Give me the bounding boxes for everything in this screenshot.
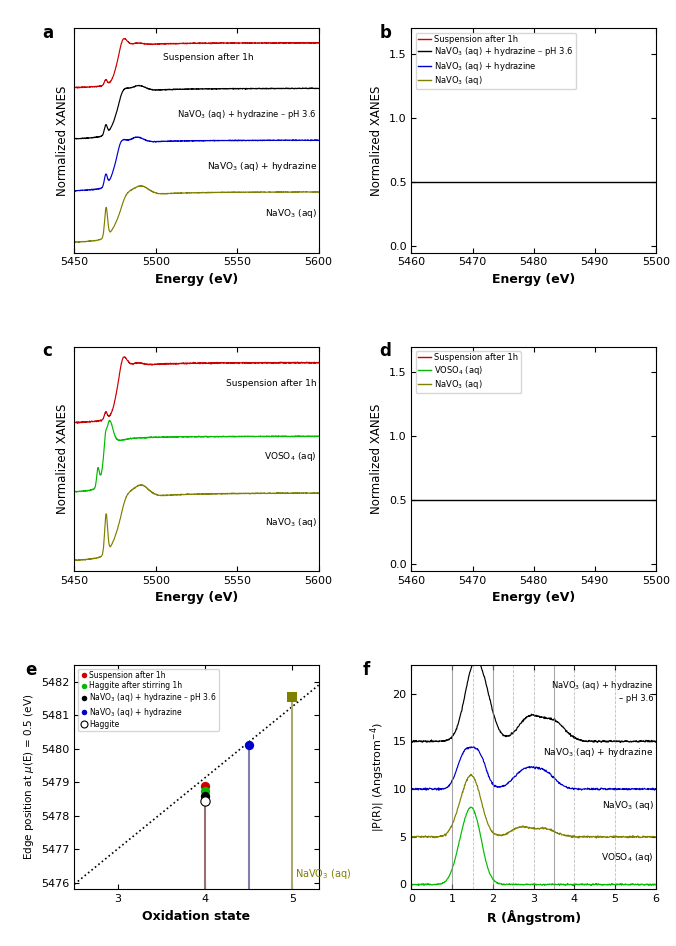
Point bbox=[200, 793, 211, 808]
Text: VOSO$_4$ (aq): VOSO$_4$ (aq) bbox=[601, 851, 654, 864]
Text: NaVO$_3$ (aq): NaVO$_3$ (aq) bbox=[602, 798, 654, 812]
Legend: Suspension after 1h, NaVO$_3$ (aq) + hydrazine – pH 3.6, NaVO$_3$ (aq) + hydrazi: Suspension after 1h, NaVO$_3$ (aq) + hyd… bbox=[416, 32, 576, 89]
Point bbox=[287, 690, 298, 705]
Text: f: f bbox=[362, 660, 370, 678]
Text: NaVO$_3$ (aq): NaVO$_3$ (aq) bbox=[265, 516, 317, 529]
Text: NaVO$_3$ (aq) + hydrazine: NaVO$_3$ (aq) + hydrazine bbox=[544, 746, 654, 759]
Text: Suspension after 1h: Suspension after 1h bbox=[163, 53, 254, 62]
Text: NaVO$_3$ (aq) + hydrazine: NaVO$_3$ (aq) + hydrazine bbox=[207, 160, 317, 173]
Text: d: d bbox=[380, 342, 391, 360]
X-axis label: Energy (eV): Energy (eV) bbox=[492, 591, 575, 604]
Text: NaVO$_3$ (aq) + hydrazine – pH 3.6: NaVO$_3$ (aq) + hydrazine – pH 3.6 bbox=[177, 108, 317, 121]
Text: NaVO$_3$ (aq) + hydrazine
– pH 3.6: NaVO$_3$ (aq) + hydrazine – pH 3.6 bbox=[551, 679, 654, 703]
Legend: Suspension after 1h, VOSO$_4$ (aq), NaVO$_3$ (aq): Suspension after 1h, VOSO$_4$ (aq), NaVO… bbox=[416, 351, 521, 394]
Y-axis label: Normalized XANES: Normalized XANES bbox=[370, 404, 383, 514]
Point bbox=[200, 788, 211, 803]
X-axis label: Energy (eV): Energy (eV) bbox=[155, 273, 238, 286]
Text: NaVO$_3$ (aq): NaVO$_3$ (aq) bbox=[295, 867, 352, 881]
X-axis label: R (Ångstrom): R (Ångstrom) bbox=[487, 910, 581, 924]
X-axis label: Oxidation state: Oxidation state bbox=[143, 910, 251, 922]
Text: Suspension after 1h: Suspension after 1h bbox=[226, 378, 317, 388]
Point bbox=[200, 778, 211, 793]
Text: b: b bbox=[380, 24, 391, 42]
Y-axis label: Normalized XANES: Normalized XANES bbox=[56, 404, 69, 514]
Y-axis label: Edge position at $\mu$(E) = 0.5 (eV): Edge position at $\mu$(E) = 0.5 (eV) bbox=[22, 694, 36, 861]
Text: e: e bbox=[26, 660, 37, 678]
Legend: Suspension after 1h, Haggite after stirring 1h, NaVO$_3$ (aq) + hydrazine – pH 3: Suspension after 1h, Haggite after stirr… bbox=[78, 669, 218, 731]
X-axis label: Energy (eV): Energy (eV) bbox=[155, 591, 238, 604]
Text: a: a bbox=[43, 24, 53, 42]
Y-axis label: Normalized XANES: Normalized XANES bbox=[370, 85, 383, 196]
Text: c: c bbox=[43, 342, 53, 360]
Point bbox=[200, 783, 211, 798]
Y-axis label: |P(R)| (Angstrom$^{-4}$): |P(R)| (Angstrom$^{-4}$) bbox=[368, 722, 387, 832]
Text: VOSO$_4$ (aq): VOSO$_4$ (aq) bbox=[264, 449, 317, 463]
X-axis label: Energy (eV): Energy (eV) bbox=[492, 273, 575, 286]
Y-axis label: Normalized XANES: Normalized XANES bbox=[56, 85, 69, 196]
Text: NaVO$_3$ (aq): NaVO$_3$ (aq) bbox=[265, 206, 317, 219]
Point bbox=[243, 738, 254, 753]
